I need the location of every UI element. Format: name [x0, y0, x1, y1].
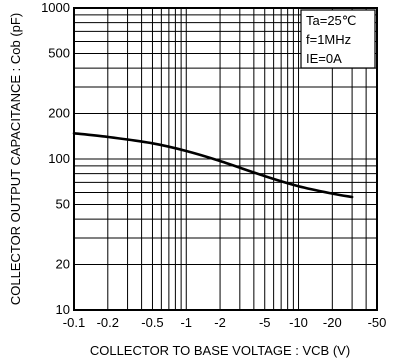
- x-axis-title: COLLECTOR TO BASE VOLTAGE : VCB (V): [90, 343, 350, 358]
- x-tick-label: -1: [180, 315, 192, 330]
- x-tick-label: -0.2: [97, 315, 119, 330]
- conditions-box: [300, 9, 376, 69]
- y-tick-label: 10: [56, 302, 70, 317]
- condition-temperature: Ta=25℃: [306, 13, 356, 28]
- x-tick-label: -0.1: [63, 315, 85, 330]
- x-tick-label: -10: [289, 315, 308, 330]
- condition-emitter-current: IE=0A: [306, 51, 342, 66]
- plot-frame: [73, 7, 378, 311]
- x-tick-label: -5: [259, 315, 271, 330]
- cob-curve: [72, 131, 354, 199]
- y-tick-label: 500: [48, 45, 70, 60]
- x-tick-label: -20: [323, 315, 342, 330]
- y-tick-labels: 10 20 50 100 200 500 1000: [41, 0, 70, 317]
- x-tick-label: -0.5: [141, 315, 163, 330]
- y-tick-label: 20: [56, 257, 70, 272]
- y-tick-label: 1000: [41, 0, 70, 15]
- x-tick-labels: -0.1 -0.2 -0.5 -1 -2 -5 -10 -20 -50: [63, 315, 387, 330]
- y-axis-title: COLLECTOR OUTPUT CAPACITANCE : Cob (pF): [8, 13, 23, 305]
- condition-frequency: f=1MHz: [306, 32, 351, 47]
- y-tick-label: 50: [56, 196, 70, 211]
- y-tick-label: 100: [48, 151, 70, 166]
- y-tick-label: 200: [48, 106, 70, 121]
- x-tick-label: -2: [214, 315, 226, 330]
- series-layer: [72, 131, 354, 199]
- conditions-legend: Ta=25℃ f=1MHz IE=0A: [300, 9, 376, 69]
- x-tick-label: -50: [368, 315, 387, 330]
